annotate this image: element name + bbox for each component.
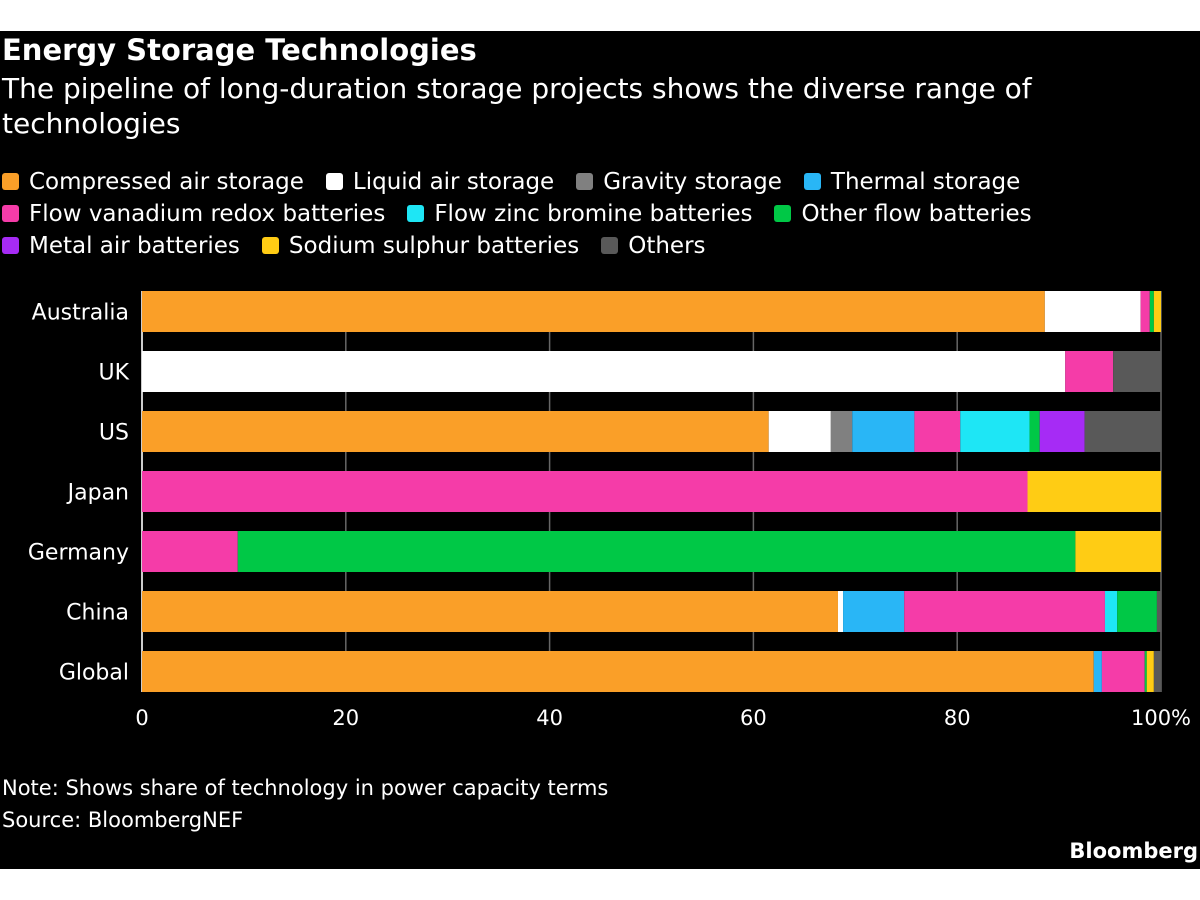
bar-segment — [1149, 291, 1154, 332]
bar-segment — [960, 411, 1030, 452]
bar-segment — [843, 591, 905, 632]
legend-item: Liquid air storage — [325, 166, 555, 198]
legend-swatch — [2, 205, 19, 222]
bar-segment — [1075, 531, 1161, 572]
legend-label: Liquid air storage — [352, 169, 555, 195]
bar-segment — [142, 591, 838, 632]
legend-item: Metal air batteries — [2, 230, 240, 262]
legend-label: Others — [628, 233, 706, 259]
bar-segment — [1153, 291, 1161, 332]
bar-segment — [830, 411, 853, 452]
legend-label: Sodium sulphur batteries — [288, 233, 580, 259]
x-tick-label: 100% — [1131, 706, 1191, 730]
chart-note: Note: Shows share of technology in power… — [2, 776, 609, 800]
legend-label: Other flow batteries — [801, 201, 1032, 227]
y-category-label: US — [99, 421, 129, 446]
bar-segment — [1156, 591, 1161, 632]
legend-item: Flow zinc bromine batteries — [407, 198, 752, 230]
bar-segment — [1027, 471, 1161, 512]
y-category-label: Germany — [28, 541, 129, 566]
legend-swatch — [774, 205, 792, 222]
plot-area: 0 20 40 60 80 100% Australia UK US Japan Germany Ch… — [28, 291, 1191, 730]
bar-segment — [142, 351, 1066, 392]
legend-swatch — [261, 237, 279, 254]
bar-segment — [837, 591, 844, 632]
bar-segment — [1084, 411, 1161, 452]
legend-swatch — [407, 205, 425, 222]
legend-item: Other flow batteries — [774, 198, 1032, 230]
legend-item: Thermal storage — [803, 166, 1021, 198]
x-tick-label: 20 — [332, 706, 359, 730]
legend-swatch — [2, 237, 19, 254]
legend-label: Thermal storage — [830, 169, 1021, 195]
bar-segment — [1117, 591, 1157, 632]
legend-swatch — [601, 237, 619, 254]
bar-segment — [142, 291, 1045, 332]
bar-segment — [1113, 351, 1161, 392]
bar-segment — [1039, 411, 1085, 452]
y-category-label: UK — [98, 361, 129, 386]
y-category-label: China — [66, 601, 129, 626]
bar-segment — [1140, 291, 1150, 332]
legend-label: Flow vanadium redox batteries — [29, 201, 386, 227]
legend-label: Compressed air storage — [29, 169, 304, 195]
bar-segment — [1029, 411, 1040, 452]
y-category-label: Australia — [32, 301, 129, 326]
legend: Compressed air storage Liquid air storage… — [2, 166, 1192, 262]
bar-segment — [1093, 651, 1102, 692]
chart-source: Source: BloombergNEF — [2, 808, 244, 832]
x-tick-label: 80 — [944, 706, 971, 730]
x-tick-label: 40 — [536, 706, 563, 730]
legend-swatch — [576, 173, 594, 190]
legend-label: Gravity storage — [603, 169, 782, 195]
chart-title: Energy Storage Technologies — [2, 33, 477, 67]
legend-swatch — [325, 173, 343, 190]
bar-segment — [768, 411, 831, 452]
bar-segment — [1044, 291, 1141, 332]
bar-segment — [852, 411, 915, 452]
legend-item: Compressed air storage — [2, 166, 304, 198]
bar-segment — [914, 411, 961, 452]
bar-segment — [1146, 651, 1154, 692]
legend-label: Flow zinc bromine batteries — [434, 201, 753, 227]
bar-segment — [142, 531, 238, 572]
legend-item: Flow vanadium redox batteries — [2, 198, 385, 230]
bar-segment — [142, 651, 1094, 692]
chart-panel: Energy Storage Technologies The pipeline… — [0, 31, 1200, 869]
legend-item: Others — [601, 230, 706, 262]
bar-segment — [142, 471, 1028, 512]
bar-segment — [1104, 591, 1118, 632]
x-tick-label: 60 — [740, 706, 767, 730]
bar-segment — [1101, 651, 1145, 692]
x-tick-label: 0 — [135, 706, 148, 730]
bar-segment — [142, 411, 769, 452]
bar-segment — [237, 531, 1076, 572]
bar-segment — [1153, 651, 1161, 692]
legend-swatch — [803, 173, 821, 190]
bar-segment — [1144, 651, 1147, 692]
legend-label: Metal air batteries — [29, 233, 240, 259]
y-category-label: Japan — [66, 481, 129, 506]
chart-subtitle: The pipeline of long-duration storage pr… — [2, 72, 1032, 140]
bar-segment — [1065, 351, 1114, 392]
bloomberg-logo: Bloomberg — [1069, 839, 1198, 863]
legend-swatch — [2, 173, 19, 190]
y-category-label: Global — [59, 661, 129, 686]
legend-item: Sodium sulphur batteries — [261, 230, 580, 262]
legend-item: Gravity storage — [576, 166, 782, 198]
bar-segment — [904, 591, 1105, 632]
